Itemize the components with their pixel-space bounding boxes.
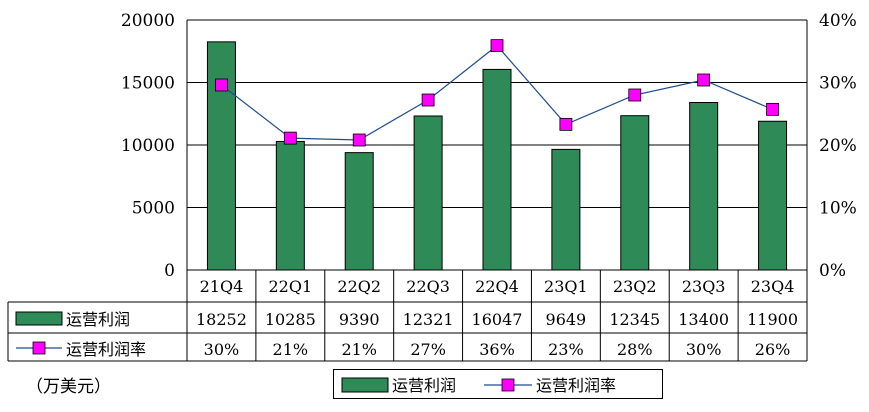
- y-right-tick-label: 40%: [819, 11, 857, 31]
- line-point: [766, 102, 779, 116]
- row-key-marker: [32, 341, 46, 355]
- table-line-value: 30%: [204, 340, 240, 359]
- x-tick-label: 23Q2: [613, 277, 657, 296]
- x-tick-label: 23Q1: [544, 277, 588, 296]
- x-tick-label: 23Q4: [751, 277, 795, 296]
- bar: [482, 68, 512, 271]
- y-right-tick-label: 20%: [819, 136, 857, 156]
- table-bar-value: 10285: [265, 310, 316, 329]
- table-bar-value: 18252: [196, 310, 247, 329]
- legend-bar-label: 运营利润: [392, 376, 456, 395]
- x-tick-label: 22Q4: [475, 277, 519, 296]
- line-point: [628, 88, 642, 102]
- table-bar-value: 12345: [609, 310, 660, 329]
- x-tick-label: 22Q3: [406, 277, 450, 296]
- data-table: 21Q4 18252 30% 22Q1 10285 21% 22Q2 9390 21% 22Q3 1…: [7, 269, 808, 362]
- legend-line-marker: [501, 378, 515, 392]
- line-point: [559, 117, 573, 131]
- bar: [758, 120, 788, 271]
- bar: [275, 140, 305, 271]
- axes: 0 0% 5000 10% 10000 20% 15000 30% 20000 40%: [121, 11, 857, 281]
- legend: 运营利润 运营利润率: [333, 369, 663, 399]
- y-right-tick-label: 0%: [819, 261, 846, 281]
- y-right-tick-label: 30%: [819, 74, 857, 94]
- row-key-bar: [15, 311, 63, 326]
- y-left-tick-label: 5000: [132, 199, 175, 219]
- row-label-line: 运营利润率: [66, 340, 146, 359]
- bar: [344, 152, 374, 271]
- line-series: [215, 39, 779, 147]
- table-line-value: 23%: [548, 340, 584, 359]
- table-bar-value: 13400: [678, 310, 729, 329]
- table-line-value: 21%: [341, 340, 377, 359]
- y-right-tick-label: 10%: [819, 199, 857, 219]
- unit-note: （万美元）: [26, 377, 111, 397]
- line-point: [697, 73, 711, 87]
- y-left-tick-label: 15000: [121, 74, 175, 94]
- table-line-value: 28%: [617, 340, 653, 359]
- table-bar-value: 9649: [546, 310, 587, 329]
- table-line-value: 26%: [755, 340, 791, 359]
- y-left-tick-label: 20000: [121, 11, 175, 31]
- legend-line-label: 运营利润率: [536, 376, 616, 395]
- table-line-value: 36%: [479, 340, 515, 359]
- line-point: [352, 133, 366, 147]
- x-tick-label: 22Q2: [337, 277, 381, 296]
- y-left-tick-label: 10000: [121, 136, 175, 156]
- legend-bar-swatch: [341, 377, 389, 393]
- table-line-value: 27%: [410, 340, 446, 359]
- bar: [551, 148, 581, 271]
- table-line-value: 21%: [273, 340, 309, 359]
- line-point: [421, 93, 435, 107]
- row-label-bar: 运营利润: [66, 310, 130, 329]
- x-tick-label: 21Q4: [200, 277, 244, 296]
- bar: [689, 102, 719, 271]
- line-point: [283, 131, 297, 145]
- table-line-value: 30%: [686, 340, 722, 359]
- table-bar-value: 9390: [339, 310, 380, 329]
- line-point: [490, 39, 504, 53]
- table-bar-value: 11900: [747, 310, 798, 329]
- bar: [620, 115, 650, 271]
- x-tick-label: 23Q3: [682, 277, 726, 296]
- table-bar-value: 12321: [403, 310, 454, 329]
- bar: [413, 115, 443, 271]
- bar: [206, 41, 236, 271]
- table-bar-value: 16047: [472, 310, 523, 329]
- x-tick-label: 22Q1: [269, 277, 313, 296]
- line-point: [215, 78, 228, 92]
- y-left-tick-label: 0: [164, 261, 175, 281]
